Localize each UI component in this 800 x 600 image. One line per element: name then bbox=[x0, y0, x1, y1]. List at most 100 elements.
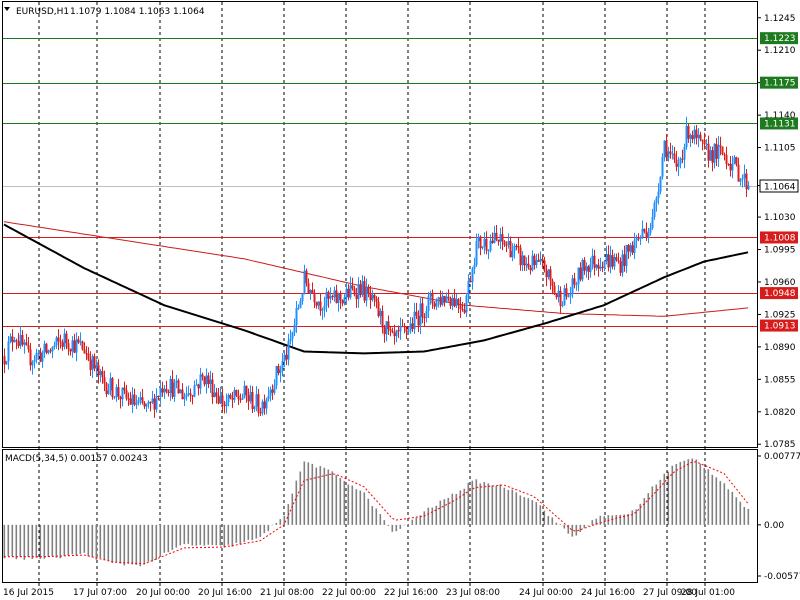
price-tick-label: 1.0785 bbox=[764, 440, 796, 450]
candle-body bbox=[437, 297, 440, 300]
candle-body bbox=[619, 261, 622, 273]
macd-bar bbox=[423, 511, 426, 525]
macd-bar bbox=[283, 515, 286, 525]
macd-bar bbox=[331, 471, 334, 525]
candle-body bbox=[115, 387, 118, 398]
macd-bar bbox=[447, 497, 450, 525]
candle-body bbox=[281, 360, 284, 370]
candle-body bbox=[5, 360, 8, 365]
candle-body bbox=[645, 231, 648, 238]
macd-bar bbox=[39, 524, 42, 559]
candle-body bbox=[747, 185, 750, 190]
candle-body bbox=[719, 145, 722, 147]
macd-bar bbox=[411, 519, 414, 525]
macd-bar bbox=[195, 524, 198, 546]
candle-body bbox=[347, 288, 350, 298]
macd-bar bbox=[243, 524, 246, 543]
price-tick-label: 1.0925 bbox=[764, 310, 796, 320]
candle-body bbox=[273, 385, 276, 393]
candle-body bbox=[223, 405, 226, 407]
candle-body bbox=[197, 384, 200, 389]
candle-body bbox=[369, 293, 372, 301]
macd-tick-label: 0.00 bbox=[764, 521, 784, 531]
candle-body bbox=[147, 401, 150, 405]
candle-body bbox=[495, 232, 498, 240]
macd-bar bbox=[335, 475, 338, 525]
macd-bar bbox=[539, 505, 542, 525]
macd-bar bbox=[375, 508, 378, 525]
candle-body bbox=[119, 396, 122, 400]
candle-body bbox=[725, 154, 728, 164]
candle-body bbox=[621, 254, 624, 273]
candle-body bbox=[155, 395, 158, 410]
candle-body bbox=[87, 353, 90, 360]
time-tick-label: 20 Jul 16:00 bbox=[198, 588, 252, 598]
macd-bar bbox=[623, 514, 626, 525]
macd-bar bbox=[467, 482, 470, 525]
candle-body bbox=[503, 241, 506, 245]
candle-body bbox=[387, 321, 390, 330]
candle-body bbox=[589, 264, 592, 272]
candle-body bbox=[647, 232, 650, 238]
candle-body bbox=[33, 359, 36, 362]
candle-body bbox=[707, 143, 710, 161]
chevron-down-icon[interactable] bbox=[4, 7, 10, 11]
candle-body bbox=[613, 257, 616, 267]
candle-body bbox=[597, 264, 600, 269]
candle-body bbox=[605, 254, 608, 262]
candle-body bbox=[427, 296, 430, 311]
macd-bar bbox=[179, 524, 182, 546]
candle-body bbox=[673, 153, 676, 160]
macd-bar bbox=[71, 524, 74, 555]
macd-bar bbox=[691, 458, 694, 525]
macd-bar bbox=[151, 524, 154, 562]
candle-body bbox=[433, 303, 436, 307]
candle-body bbox=[703, 141, 706, 145]
candle-body bbox=[213, 392, 216, 398]
current-price-tag bbox=[759, 179, 799, 193]
macd-bar bbox=[227, 524, 230, 545]
candle-body bbox=[39, 352, 42, 362]
level-price-label: 1.1008 bbox=[764, 233, 796, 243]
candle-body bbox=[447, 296, 450, 299]
candle-body bbox=[333, 290, 336, 298]
candle-body bbox=[395, 330, 398, 337]
level-price-tag bbox=[760, 76, 798, 89]
candle-body bbox=[527, 263, 530, 268]
candle-body bbox=[609, 255, 612, 268]
macd-bar bbox=[523, 497, 526, 525]
macd-bar bbox=[491, 485, 494, 525]
macd-bar bbox=[27, 524, 30, 557]
macd-bar bbox=[291, 493, 294, 525]
candle-body bbox=[633, 240, 636, 253]
macd-bar bbox=[79, 524, 82, 554]
candle-body bbox=[327, 291, 330, 299]
candle-body bbox=[257, 394, 260, 413]
candle-body bbox=[365, 287, 368, 301]
macd-bar bbox=[575, 524, 578, 536]
price-tick-label: 1.0995 bbox=[764, 246, 796, 256]
candle-body bbox=[521, 255, 524, 266]
candle-body bbox=[123, 387, 126, 391]
macd-bar bbox=[299, 471, 302, 525]
candle-body bbox=[3, 356, 6, 365]
candle-body bbox=[691, 135, 694, 140]
candle-body bbox=[715, 143, 718, 159]
candle-body bbox=[637, 238, 640, 240]
candle-body bbox=[289, 338, 292, 342]
candle-body bbox=[49, 350, 52, 352]
macd-bar bbox=[719, 481, 722, 525]
macd-bar bbox=[663, 473, 666, 525]
candle-body bbox=[391, 330, 394, 333]
macd-bar bbox=[743, 506, 746, 525]
candle-body bbox=[699, 134, 702, 140]
macd-bar bbox=[199, 524, 202, 545]
candle-body bbox=[615, 257, 618, 261]
candle-body bbox=[457, 299, 460, 306]
candle-body bbox=[59, 341, 62, 343]
candle-body bbox=[51, 346, 54, 352]
candle-body bbox=[483, 238, 486, 247]
candle-body bbox=[207, 375, 210, 384]
candle-body bbox=[297, 307, 300, 309]
